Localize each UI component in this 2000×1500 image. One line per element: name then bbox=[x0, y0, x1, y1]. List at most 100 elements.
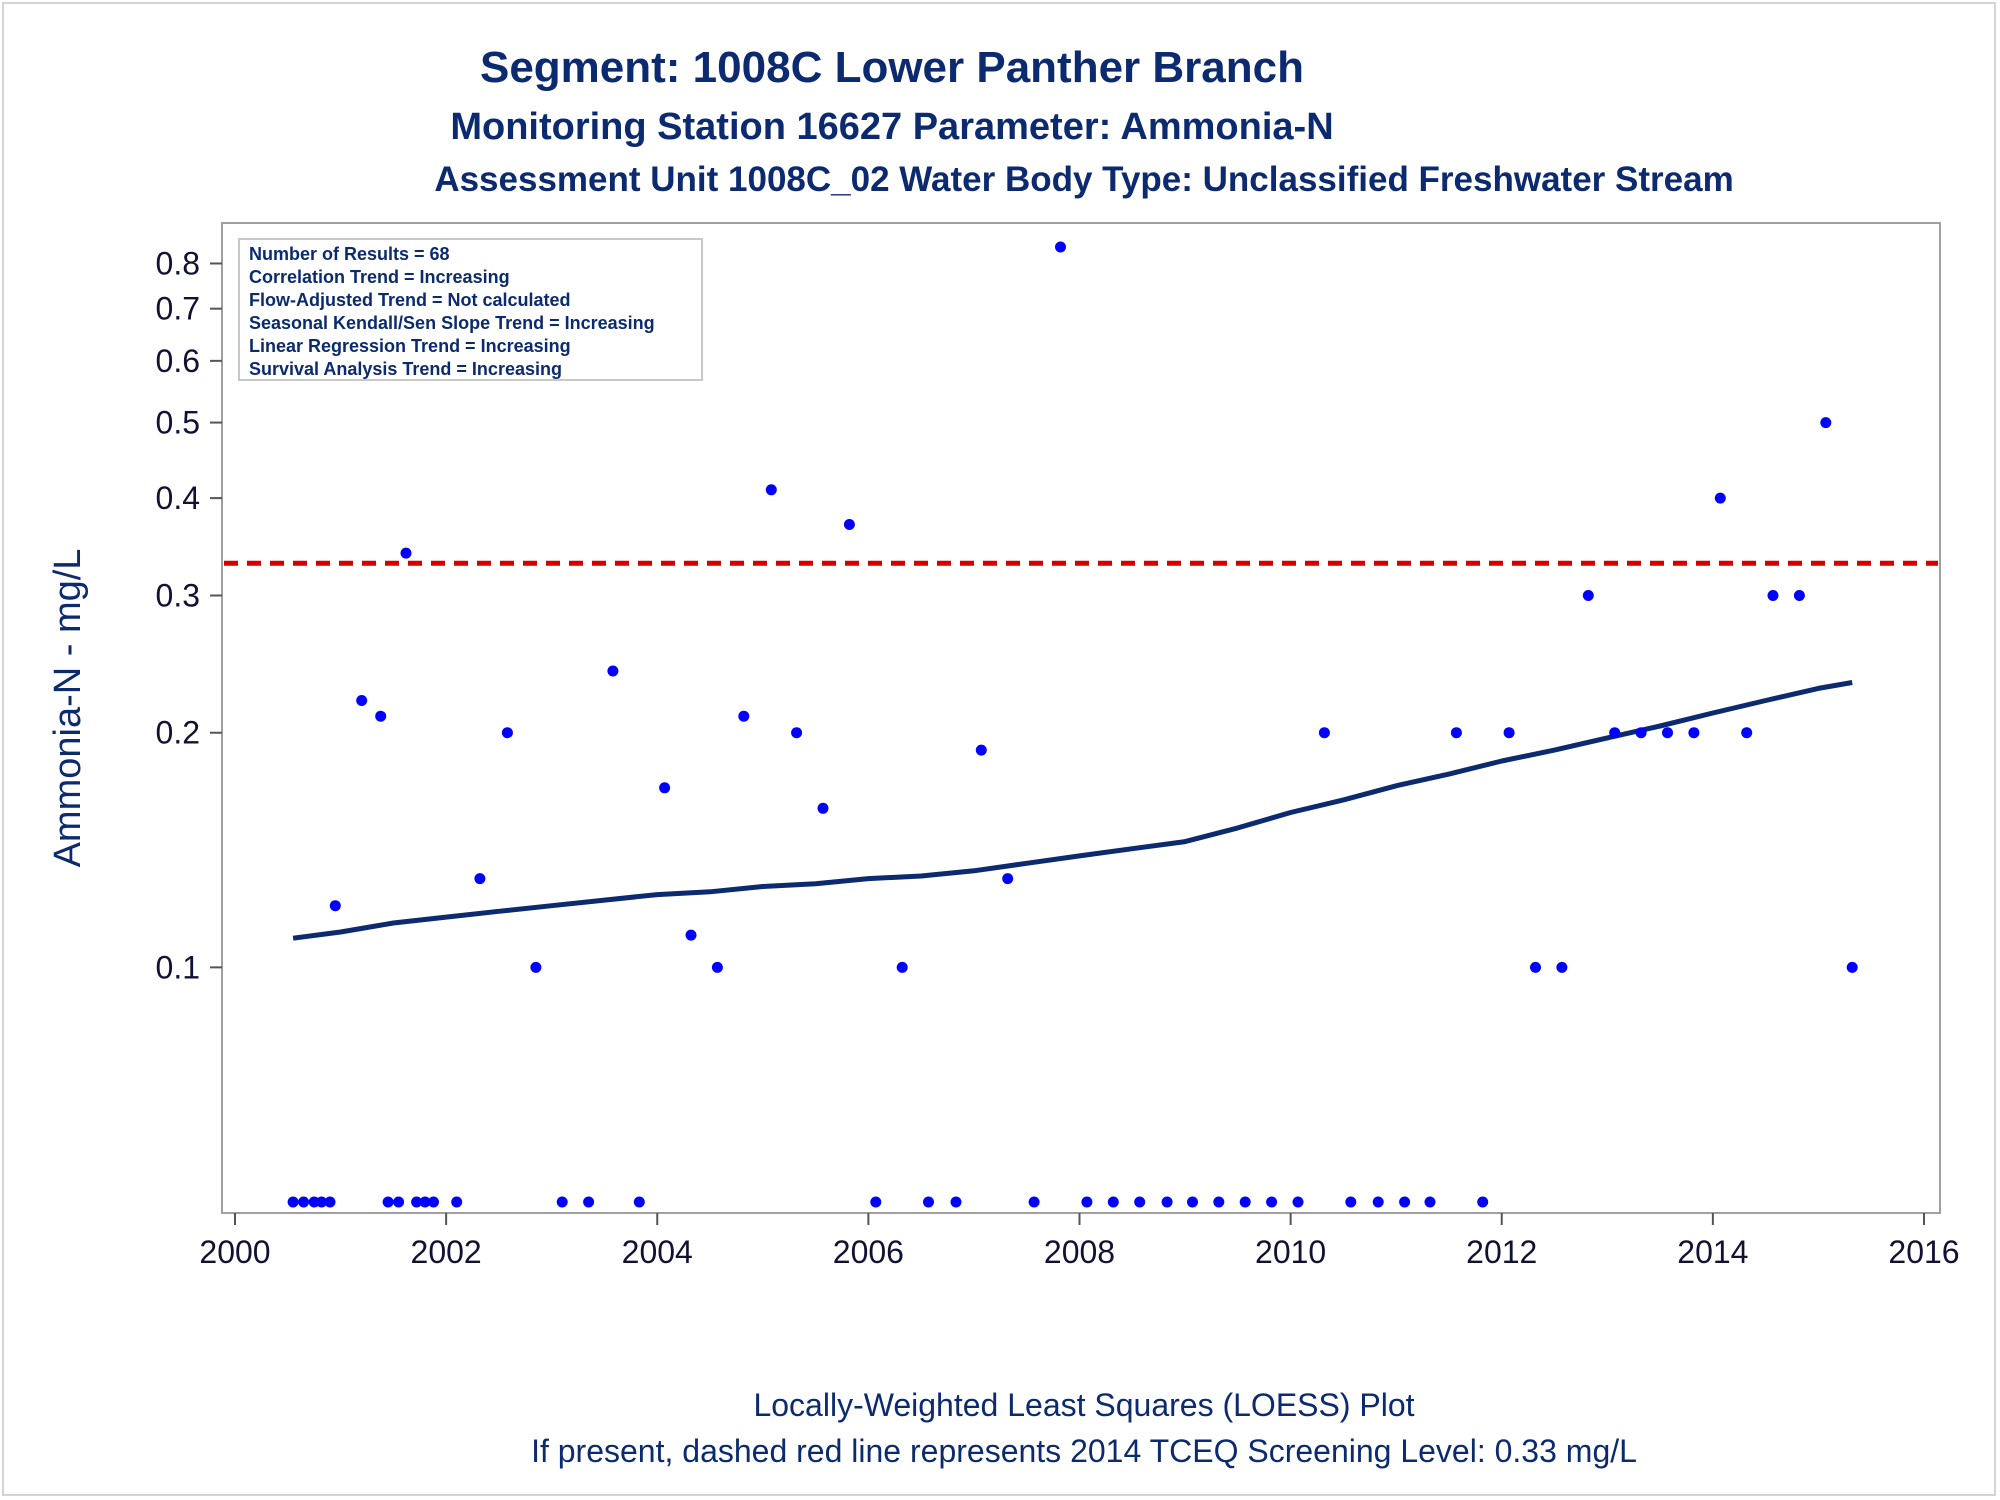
x-tick-label: 2004 bbox=[622, 1234, 693, 1270]
data-point bbox=[1055, 241, 1066, 253]
data-point bbox=[1266, 1196, 1278, 1208]
data-point bbox=[1318, 727, 1330, 739]
data-point bbox=[375, 710, 387, 722]
data-point bbox=[1714, 492, 1726, 504]
data-point bbox=[1477, 1196, 1489, 1208]
data-point bbox=[1107, 1196, 1119, 1208]
data-point bbox=[530, 961, 542, 973]
data-point bbox=[1530, 961, 1541, 973]
data-point bbox=[451, 1196, 463, 1208]
data-point bbox=[501, 727, 513, 739]
data-point bbox=[685, 929, 697, 941]
data-point bbox=[324, 1196, 336, 1208]
y-tick-label: 0.1 bbox=[156, 949, 200, 985]
x-tick-label: 2014 bbox=[1677, 1234, 1748, 1270]
data-point bbox=[419, 1196, 431, 1208]
y-tick-label: 0.8 bbox=[156, 245, 200, 281]
data-point bbox=[400, 547, 412, 559]
data-point bbox=[316, 1196, 328, 1208]
data-point bbox=[1239, 1196, 1251, 1208]
x-tick-label: 2012 bbox=[1466, 1234, 1537, 1270]
chart-subtitle-2: Assessment Unit 1008C_02 Water Body Type… bbox=[434, 160, 1733, 199]
legend-line-correlation: Correlation Trend = Increasing bbox=[249, 267, 510, 287]
data-point bbox=[329, 900, 341, 912]
data-point bbox=[1399, 1196, 1411, 1208]
data-point bbox=[1741, 727, 1753, 739]
data-point bbox=[738, 710, 750, 722]
data-point bbox=[1081, 1196, 1093, 1208]
data-point bbox=[556, 1196, 568, 1208]
data-point bbox=[896, 961, 908, 973]
legend-line-survival: Survival Analysis Trend = Increasing bbox=[249, 359, 562, 379]
data-point bbox=[1134, 1196, 1146, 1208]
data-points bbox=[287, 241, 1858, 1208]
data-point bbox=[1635, 727, 1647, 739]
x-tick-label: 2000 bbox=[199, 1234, 270, 1270]
data-point bbox=[382, 1196, 394, 1208]
data-point bbox=[633, 1196, 645, 1208]
data-point bbox=[1820, 417, 1832, 429]
y-tick-label: 0.3 bbox=[156, 577, 200, 613]
data-point bbox=[1372, 1196, 1384, 1208]
data-point bbox=[791, 727, 803, 739]
y-tick-label: 0.5 bbox=[156, 405, 200, 441]
data-point bbox=[411, 1196, 423, 1208]
x-tick-label: 2016 bbox=[1888, 1234, 1959, 1270]
y-axis: 0.1 0.2 0.3 0.4 0.5 0.6 0.7 0.8 bbox=[156, 245, 222, 985]
footer-line-1: Locally-Weighted Least Squares (LOESS) P… bbox=[753, 1387, 1414, 1423]
data-point bbox=[1846, 961, 1858, 973]
legend-line-linear-regression: Linear Regression Trend = Increasing bbox=[249, 336, 571, 356]
data-point bbox=[1767, 590, 1779, 601]
data-point bbox=[356, 695, 368, 706]
data-point bbox=[1450, 727, 1462, 739]
data-point bbox=[1662, 727, 1673, 739]
data-point bbox=[1161, 1196, 1173, 1208]
data-point bbox=[1609, 727, 1621, 739]
chart-title: Segment: 1008C Lower Panther Branch bbox=[480, 43, 1304, 92]
data-point bbox=[950, 1196, 962, 1208]
legend-box: Number of Results = 68 Correlation Trend… bbox=[238, 238, 703, 381]
data-point bbox=[1503, 727, 1515, 739]
data-point bbox=[1028, 1196, 1040, 1208]
data-point bbox=[428, 1196, 439, 1208]
data-point bbox=[607, 665, 619, 677]
legend-line-results: Number of Results = 68 bbox=[249, 244, 450, 264]
data-point bbox=[583, 1196, 595, 1208]
data-point bbox=[659, 782, 671, 794]
data-point bbox=[923, 1196, 934, 1208]
y-axis-label: Ammonia-N - mg/L bbox=[47, 549, 89, 868]
y-tick-label: 0.6 bbox=[156, 343, 200, 379]
data-point bbox=[393, 1196, 405, 1208]
y-tick-label: 0.7 bbox=[156, 291, 200, 327]
x-tick-label: 2008 bbox=[1044, 1234, 1115, 1270]
data-point bbox=[711, 961, 723, 973]
data-point bbox=[1213, 1196, 1225, 1208]
data-point bbox=[975, 744, 987, 756]
legend-line-flow-adjusted: Flow-Adjusted Trend = Not calculated bbox=[249, 290, 571, 310]
data-point bbox=[1187, 1196, 1198, 1208]
data-point bbox=[843, 519, 855, 530]
y-tick-label: 0.2 bbox=[156, 715, 200, 751]
data-point bbox=[1424, 1196, 1436, 1208]
data-point bbox=[474, 873, 486, 885]
data-point bbox=[1793, 590, 1805, 601]
y-tick-label: 0.4 bbox=[156, 480, 200, 516]
data-point bbox=[1688, 727, 1700, 739]
footer-line-2: If present, dashed red line represents 2… bbox=[531, 1433, 1637, 1469]
data-point bbox=[765, 484, 777, 496]
plot-area bbox=[221, 222, 1941, 1214]
data-point bbox=[870, 1196, 882, 1208]
data-point bbox=[1345, 1196, 1357, 1208]
data-point bbox=[1556, 961, 1568, 973]
data-point bbox=[1002, 873, 1014, 885]
data-point bbox=[1292, 1196, 1304, 1208]
data-point bbox=[287, 1196, 299, 1208]
data-point bbox=[1582, 590, 1594, 601]
data-point bbox=[817, 802, 829, 814]
loess-trend-line bbox=[292, 680, 1853, 941]
x-tick-label: 2006 bbox=[833, 1234, 904, 1270]
x-axis: 2000 2002 2004 2006 2008 2010 2012 2014 2016 bbox=[199, 1213, 1960, 1270]
ammonia-chart: Segment: 1008C Lower Panther Branch Moni… bbox=[47, 43, 1960, 1469]
data-point bbox=[298, 1196, 310, 1208]
